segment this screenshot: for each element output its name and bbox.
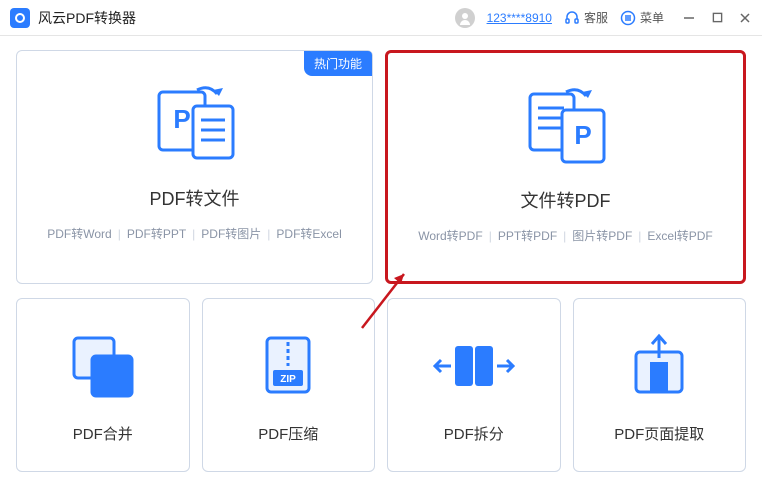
menu-button[interactable]: 菜单 xyxy=(620,9,664,26)
card-pdf-merge[interactable]: PDF合并 xyxy=(16,298,190,472)
card-title: PDF压缩 xyxy=(258,423,318,444)
content-area: 热门功能 P PDF转文件 PDF转Word| PDF转PPT| PDF转图片| xyxy=(0,36,762,486)
card-title: PDF拆分 xyxy=(444,423,504,444)
sub-list: PDF转Word| PDF转PPT| PDF转图片| PDF转Excel xyxy=(47,225,342,242)
card-pdf-extract[interactable]: PDF页面提取 xyxy=(573,298,747,472)
file-to-pdf-icon: P xyxy=(516,81,616,173)
sub-item: PDF转Word xyxy=(47,225,111,242)
sub-item: PDF转PPT xyxy=(127,225,186,242)
card-title: PDF合并 xyxy=(73,423,133,444)
hot-badge: 热门功能 xyxy=(304,51,372,76)
merge-icon xyxy=(64,323,142,411)
card-pdf-compress[interactable]: ZIP PDF压缩 xyxy=(202,298,376,472)
support-button[interactable]: 客服 xyxy=(564,9,608,26)
headset-icon xyxy=(564,10,580,26)
svg-text:ZIP: ZIP xyxy=(280,374,296,385)
sub-item: Excel转PDF xyxy=(647,227,712,244)
split-icon xyxy=(431,323,517,411)
sub-item: PDF转Excel xyxy=(276,225,341,242)
sub-item: PDF转图片 xyxy=(201,225,261,242)
titlebar: 风云PDF转换器 123****8910 客服 菜单 xyxy=(0,0,762,36)
app-logo-icon xyxy=(10,8,30,28)
card-file-to-pdf[interactable]: P 文件转PDF Word转PDF| PPT转PDF| 图片转PDF| Exce… xyxy=(385,50,746,284)
sub-item: PPT转PDF xyxy=(498,227,557,244)
app-title: 风云PDF转换器 xyxy=(38,8,136,28)
card-pdf-to-file[interactable]: 热门功能 P PDF转文件 PDF转Word| PDF转PPT| PDF转图片| xyxy=(16,50,373,284)
minimize-button[interactable] xyxy=(682,11,696,25)
sub-item: 图片转PDF xyxy=(572,227,632,244)
support-label: 客服 xyxy=(584,9,608,26)
svg-text:P: P xyxy=(574,120,591,150)
close-button[interactable] xyxy=(738,11,752,25)
card-title: 文件转PDF xyxy=(521,187,611,213)
avatar-icon[interactable] xyxy=(455,8,475,28)
user-id-link[interactable]: 123****8910 xyxy=(487,11,552,25)
menu-icon xyxy=(620,10,636,26)
sub-item: Word转PDF xyxy=(418,227,482,244)
menu-label: 菜单 xyxy=(640,9,664,26)
card-pdf-split[interactable]: PDF拆分 xyxy=(387,298,561,472)
sub-list: Word转PDF| PPT转PDF| 图片转PDF| Excel转PDF xyxy=(418,227,713,244)
svg-text:P: P xyxy=(173,104,190,134)
card-title: PDF页面提取 xyxy=(614,423,704,444)
pdf-to-file-icon: P xyxy=(145,79,245,171)
card-title: PDF转文件 xyxy=(150,185,240,211)
extract-icon xyxy=(620,323,698,411)
maximize-button[interactable] xyxy=(710,11,724,25)
compress-icon: ZIP xyxy=(253,323,323,411)
